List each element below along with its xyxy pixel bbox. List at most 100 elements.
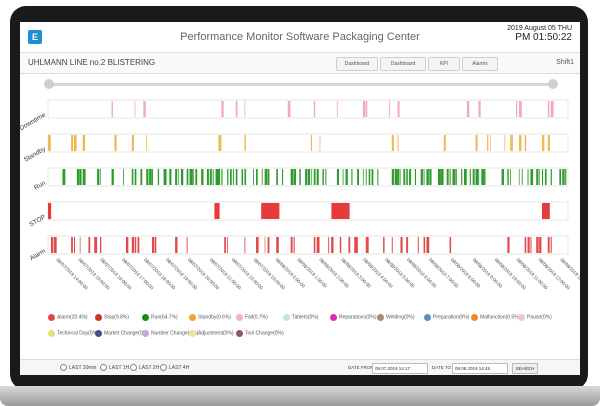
legend-label: Tool Change(0%) xyxy=(245,330,284,337)
event-mark xyxy=(230,169,232,185)
event-mark xyxy=(253,169,254,185)
event-mark xyxy=(516,101,518,117)
event-mark xyxy=(510,135,513,151)
radio-icon xyxy=(100,364,107,371)
legend-label: Malfunction(0.5%) xyxy=(480,314,521,321)
event-mark xyxy=(475,135,478,151)
event-mark xyxy=(79,169,82,185)
radio-last-1h[interactable]: LAST 1H xyxy=(100,364,129,371)
event-mark xyxy=(123,169,124,185)
alarms-button[interactable]: Alarms xyxy=(462,57,498,71)
event-mark xyxy=(169,169,172,185)
event-mark xyxy=(261,169,263,185)
event-mark xyxy=(186,169,189,185)
event-mark xyxy=(371,169,374,185)
legend-item[interactable]: Malfunction(0.5%) xyxy=(471,314,520,321)
date-to-label: DATE TO xyxy=(432,365,452,370)
legend-item[interactable]: Pause(0%) xyxy=(518,314,552,321)
event-mark xyxy=(559,169,562,185)
event-mark xyxy=(244,101,246,117)
event-mark xyxy=(550,169,552,185)
event-mark xyxy=(478,169,480,185)
legend-item[interactable]: Standby(0.6%) xyxy=(189,314,231,321)
radio-label: LAST 2H xyxy=(139,364,160,371)
radio-last-2h[interactable]: LAST 2H xyxy=(130,364,159,371)
app-logo[interactable]: E xyxy=(28,30,42,44)
event-mark xyxy=(267,169,270,185)
event-mark xyxy=(547,135,550,151)
event-mark xyxy=(189,169,193,185)
legend-item[interactable]: Reparations(0%) xyxy=(330,314,377,321)
radio-last-30min[interactable]: LAST 30min xyxy=(60,364,96,371)
event-mark xyxy=(388,101,390,117)
time-range-slider[interactable] xyxy=(48,83,552,86)
legend-item[interactable]: Stop(9.8%) xyxy=(95,314,129,321)
legend-item[interactable]: Technical Day(0%) xyxy=(48,330,99,337)
legend-item[interactable]: Tool Change(0%) xyxy=(236,330,284,337)
footer-bar: LAST 30min LAST 1H LAST 2H LAST 4H DATE … xyxy=(20,359,580,375)
legend-item[interactable]: Run(64.7%) xyxy=(142,314,178,321)
event-mark xyxy=(244,169,247,185)
event-mark xyxy=(62,169,66,185)
slider-handle-start[interactable] xyxy=(44,79,54,89)
event-mark xyxy=(443,135,446,151)
current-time: PM 01:50:22 xyxy=(515,32,572,43)
event-mark xyxy=(539,169,540,185)
slider-handle-end[interactable] xyxy=(548,79,558,89)
legend-label: Standby(0.6%) xyxy=(198,314,232,321)
legend-item[interactable]: Adjustment(0%) xyxy=(189,330,234,337)
date-from-field[interactable]: 08.07.2019 14:17 xyxy=(372,363,428,374)
event-mark xyxy=(137,237,140,253)
legend-item[interactable]: Welding(0%) xyxy=(377,314,415,321)
legend-item[interactable]: Number Change(0%) xyxy=(142,330,198,337)
event-mark xyxy=(510,169,512,185)
event-mark xyxy=(426,169,429,185)
event-mark xyxy=(224,237,226,253)
legend-item[interactable]: Tablets(0%) xyxy=(283,314,318,321)
event-mark xyxy=(218,169,221,185)
event-mark xyxy=(126,237,129,253)
event-mark xyxy=(461,169,463,185)
event-mark xyxy=(527,169,529,185)
timeline-row-stop xyxy=(47,201,569,221)
event-mark xyxy=(397,169,400,185)
event-mark xyxy=(397,101,400,117)
dashboard-button[interactable]: Dashboard xyxy=(336,57,378,71)
event-mark xyxy=(310,169,312,185)
legend-swatch-icon xyxy=(330,314,337,321)
event-mark xyxy=(264,169,268,185)
legend-swatch-icon xyxy=(236,314,243,321)
event-mark xyxy=(466,101,470,117)
radio-last-4h[interactable]: LAST 4H xyxy=(160,364,189,371)
event-mark xyxy=(221,101,224,117)
search-button[interactable]: SEARCH xyxy=(512,363,538,374)
event-mark xyxy=(490,135,491,151)
event-mark xyxy=(134,101,136,117)
event-mark xyxy=(195,169,198,185)
event-mark xyxy=(180,169,184,185)
date-to-field[interactable]: 08.08.2019 14:45 xyxy=(452,363,508,374)
legend-item[interactable]: Fail(0.7%) xyxy=(236,314,268,321)
event-mark xyxy=(308,169,311,185)
event-mark xyxy=(152,169,153,185)
radio-icon xyxy=(60,364,67,371)
event-mark xyxy=(472,169,475,185)
event-mark xyxy=(383,237,385,253)
legend-item[interactable]: Market Change(0%) xyxy=(95,330,149,337)
legend-label: Stop(9.8%) xyxy=(104,314,130,321)
event-mark xyxy=(140,169,143,185)
legend-item[interactable]: Preparation(0%) xyxy=(424,314,469,321)
event-mark xyxy=(423,169,425,185)
radio-icon xyxy=(160,364,167,371)
event-mark xyxy=(94,237,98,253)
event-mark xyxy=(313,101,316,117)
event-mark xyxy=(111,101,113,117)
event-mark xyxy=(293,169,296,185)
event-mark xyxy=(403,169,406,185)
dashboard-alt-button[interactable]: Dashboard xyxy=(380,57,426,71)
kpi-button[interactable]: KPI xyxy=(428,57,460,71)
legend-item[interactable]: Alarm(20.4%) xyxy=(48,314,88,321)
row-label-downtime: Downtime xyxy=(20,111,47,132)
event-mark xyxy=(152,237,155,253)
event-mark xyxy=(111,169,114,185)
